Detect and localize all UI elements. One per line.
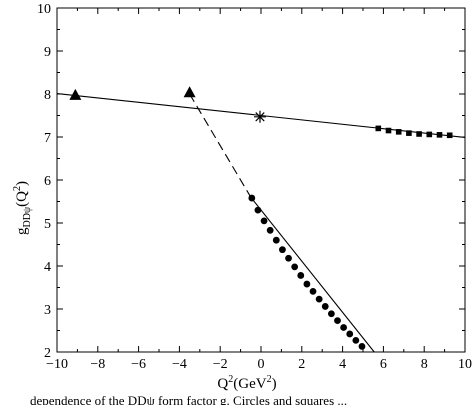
fit-line-solid [250, 196, 375, 353]
y-tick-label: 6 [44, 174, 51, 189]
square-point [416, 131, 422, 137]
circle-point [279, 246, 286, 254]
y-tick-label: 9 [44, 45, 51, 60]
star-point [253, 110, 266, 123]
circle-point [327, 310, 335, 318]
x-tick-label: −8 [90, 357, 105, 372]
triangle-point [69, 88, 82, 100]
x-tick-label: −6 [131, 357, 146, 372]
circle-point [346, 330, 354, 338]
square-point [375, 125, 382, 132]
triangle-point [183, 86, 196, 98]
x-tick-label: 6 [380, 357, 387, 372]
circle-point [248, 194, 256, 202]
x-tick-label: 10 [458, 357, 472, 372]
circle-point [340, 324, 348, 331]
circle-point [297, 272, 305, 279]
y-tick-label: 7 [44, 131, 51, 146]
fit-line-dashed [189, 93, 252, 198]
y-axis-title: gDDψ(Q2) [12, 181, 33, 235]
circle-point [303, 280, 311, 288]
square-point [406, 130, 412, 136]
y-tick-label: 10 [37, 2, 51, 17]
x-axis-title: Q2(GeV2) [217, 374, 276, 392]
circle-point [260, 217, 268, 225]
square-point [436, 132, 443, 138]
plot-frame [56, 7, 466, 353]
x-tick-label: −2 [213, 357, 228, 372]
x-tick-label: 0 [258, 357, 265, 372]
circle-point [358, 343, 366, 350]
circle-point [315, 295, 323, 303]
x-tick-label: −10 [46, 357, 68, 372]
circle-point [266, 226, 274, 234]
plot-area: −10 −8 −6 −4 −2 0 2 4 6 8 10 2 3 4 5 6 7 8 9 10 [37, 2, 472, 372]
circle-point [285, 254, 292, 262]
circle-point [352, 336, 360, 344]
circle-point [291, 263, 299, 271]
circle-point [334, 317, 341, 325]
circle-point [321, 303, 329, 310]
circle-point [254, 206, 262, 214]
square-point [385, 127, 392, 134]
y-tick-label: 5 [44, 217, 51, 232]
square-point [395, 129, 402, 135]
figure-caption: dependence of the DDψ form factor g. Cir… [30, 393, 348, 405]
x-tick-label: 2 [298, 357, 305, 372]
y-tick-label: 2 [44, 346, 51, 361]
circle-point [272, 236, 280, 244]
y-tick-label: 4 [44, 260, 51, 275]
square-point [426, 131, 433, 138]
y-tick-label: 8 [44, 88, 51, 103]
circle-point [309, 287, 317, 295]
x-tick-label: 4 [339, 357, 346, 372]
x-tick-label: −4 [172, 357, 187, 372]
x-tick-label: 8 [421, 357, 428, 372]
y-tick-label: 3 [44, 303, 51, 318]
square-point [446, 132, 453, 139]
